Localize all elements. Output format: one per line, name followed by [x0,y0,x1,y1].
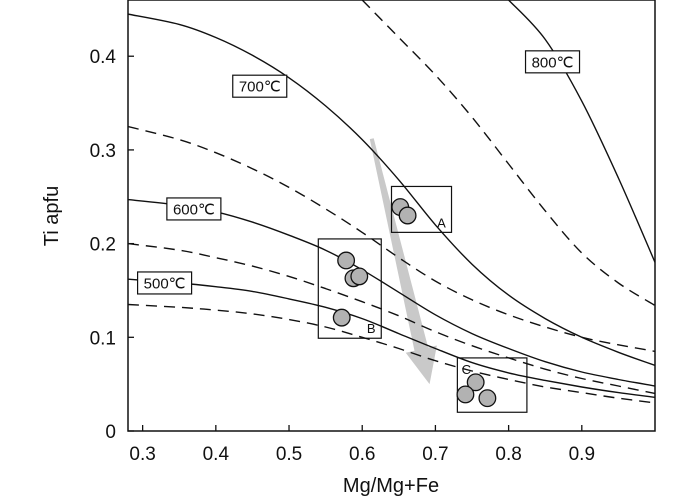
dashed-isotherm-line [128,242,655,395]
group-label: A [437,215,446,230]
x-tick-label: 0.6 [349,444,375,465]
isotherm-label-layer: 500℃ 600℃ 700℃ 800℃ [136,50,581,295]
isotherm-line [128,13,655,367]
isotherm-line [128,198,655,387]
x-tick-label: 0.4 [203,444,230,465]
isotherm-layer [128,0,655,404]
x-tick-label: 0.7 [422,444,448,465]
y-tick-label: 0.2 [90,235,116,256]
group-label: B [367,321,376,336]
sample-group: B [317,238,382,339]
plot-frame [127,0,656,432]
data-point [398,206,417,225]
isotherm-label-text: 800℃ [532,54,574,71]
x-tick-label: 0.9 [569,444,595,465]
group-box [456,357,528,413]
dashed-isotherm-line [361,0,655,306]
isotherm-label-text: 700℃ [239,79,281,96]
dashed-isotherm-line [128,125,655,353]
isotherm-label-box [166,197,222,221]
isotherm-label-text: 600℃ [173,201,215,218]
group-layer: A B C [317,185,528,413]
y-tick-label: 0 [105,422,116,443]
data-point [456,385,475,404]
isotherm-label-box [232,74,288,98]
dashed-isotherm-line [128,303,655,404]
x-tick-label: 0.3 [129,444,155,465]
isotherm-label: 800℃ [524,50,581,74]
sample-group: A [390,185,453,233]
isotherm-line [128,278,655,398]
isotherm-label: 700℃ [232,74,288,98]
y-tick-label: 0.4 [90,47,117,68]
group-box [390,185,453,233]
x-tick-label: 0.5 [276,444,302,465]
x-axis-title: Mg/Mg+Fe [343,475,439,497]
y-axis-title: Ti apfu [41,186,63,246]
data-point [466,373,485,392]
data-point [478,389,497,408]
y-tick-label: 0.1 [90,328,116,349]
group-box [317,238,382,339]
isotherm-line [508,0,655,263]
group-label: C [462,362,471,377]
isotherm-label: 500℃ [136,271,193,295]
sample-group: C [456,357,528,413]
x-tick-label: 0.8 [495,444,521,465]
data-point [350,267,369,286]
y-tick-label: 0.3 [90,141,116,162]
isotherm-label-box [136,271,193,295]
isotherm-label-box [524,50,581,74]
data-point [337,251,356,270]
axes-layer: 0.3 0.4 0.5 0.6 0.7 0.8 0.9 0 0.1 0.2 0.3 0.4 [90,47,595,465]
isotherm-label: 600℃ [166,197,222,221]
isotherm-label-text: 500℃ [144,275,186,292]
data-point [332,308,351,327]
